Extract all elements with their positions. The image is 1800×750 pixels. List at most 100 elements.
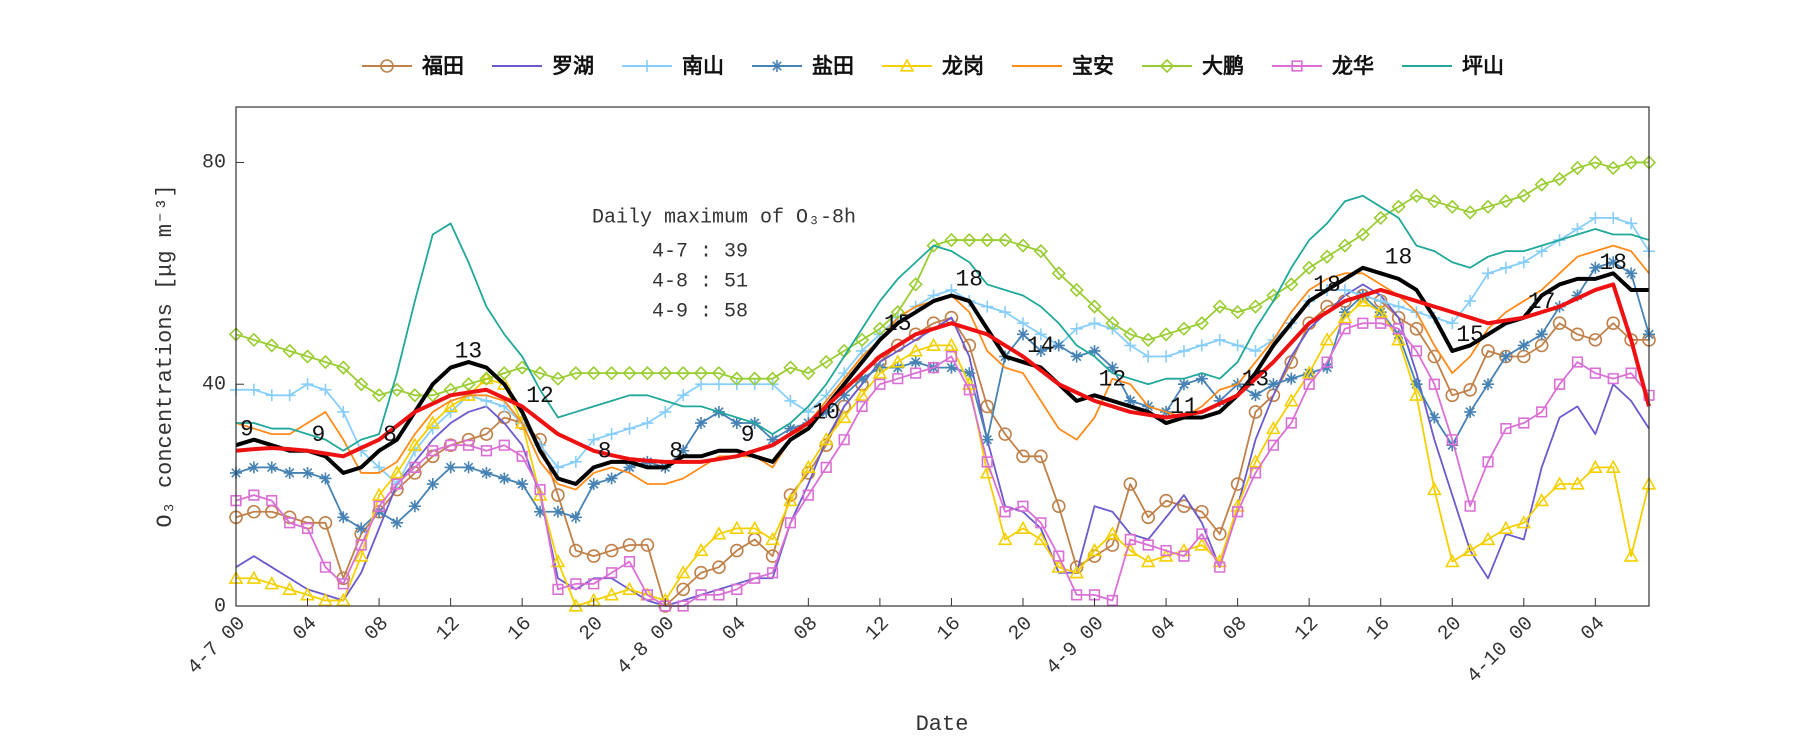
- marker: [569, 543, 583, 558]
- series-line: [235, 261, 1650, 530]
- series-line: [235, 294, 1649, 607]
- marker: [568, 366, 583, 381]
- marker: [318, 354, 333, 370]
- legend-label: 宝安: [1072, 54, 1114, 78]
- point-label: 10: [812, 400, 840, 426]
- marker: [1124, 394, 1137, 407]
- marker: [677, 444, 690, 457]
- marker: [301, 522, 314, 534]
- marker: [1446, 434, 1458, 446]
- marker: [622, 538, 637, 552]
- marker: [1445, 388, 1460, 403]
- marker: [1552, 171, 1567, 187]
- marker: [1588, 155, 1603, 170]
- marker: [1321, 356, 1333, 368]
- x-tick-label: 4-9 00: [1042, 612, 1109, 679]
- marker: [1536, 406, 1548, 418]
- marker: [606, 567, 618, 579]
- marker: [1319, 249, 1335, 264]
- marker: [1427, 194, 1442, 209]
- marker: [926, 337, 941, 352]
- marker: [712, 560, 726, 574]
- marker: [908, 343, 924, 357]
- marker: [1534, 493, 1550, 507]
- marker: [1303, 378, 1315, 390]
- marker: [695, 589, 707, 601]
- marker: [1339, 323, 1351, 335]
- legend-item: 盐田: [752, 54, 854, 78]
- marker: [1291, 60, 1303, 72]
- marker: [550, 553, 566, 568]
- marker: [1106, 594, 1119, 607]
- marker: [248, 489, 260, 501]
- marker: [283, 389, 296, 402]
- marker: [818, 432, 834, 446]
- marker: [836, 409, 852, 424]
- marker: [980, 399, 995, 414]
- marker: [1213, 333, 1226, 346]
- marker: [945, 361, 958, 374]
- marker: [802, 405, 815, 418]
- marker: [373, 461, 386, 474]
- marker: [1052, 339, 1065, 352]
- marker: [283, 466, 296, 479]
- marker: [570, 578, 582, 590]
- x-tick-label: 04: [1148, 612, 1181, 645]
- x-tick-label: 20: [1434, 612, 1467, 645]
- marker: [605, 472, 618, 485]
- marker: [695, 417, 708, 430]
- marker: [729, 371, 744, 386]
- marker: [1375, 317, 1387, 329]
- marker: [1142, 350, 1155, 363]
- marker: [980, 232, 995, 248]
- marker: [1196, 528, 1208, 540]
- marker: [1176, 321, 1192, 336]
- marker: [371, 487, 387, 501]
- marker: [1605, 459, 1621, 473]
- marker: [480, 466, 493, 479]
- marker: [1517, 339, 1530, 352]
- marker: [1498, 194, 1514, 209]
- marker: [1587, 459, 1603, 473]
- point-label: 15: [1456, 322, 1484, 348]
- marker: [1625, 367, 1637, 379]
- point-label: 8: [598, 438, 612, 464]
- marker: [1338, 283, 1351, 296]
- marker: [373, 500, 385, 512]
- marker: [820, 461, 832, 473]
- marker: [999, 306, 1012, 319]
- marker: [443, 398, 458, 412]
- marker: [1462, 542, 1478, 557]
- marker: [1337, 310, 1353, 324]
- marker: [1410, 378, 1423, 391]
- marker: [997, 232, 1013, 248]
- marker: [1357, 317, 1369, 329]
- marker: [890, 305, 905, 320]
- point-label: 13: [1242, 366, 1270, 392]
- marker: [551, 505, 564, 518]
- marker: [675, 565, 691, 579]
- marker: [1518, 417, 1530, 429]
- series-line: [236, 300, 1650, 607]
- marker: [389, 465, 405, 479]
- marker: [534, 483, 546, 496]
- marker: [319, 472, 332, 485]
- marker: [282, 581, 298, 595]
- summary-line: [235, 265, 1649, 487]
- marker: [694, 565, 708, 580]
- legend-label: 福田: [421, 54, 464, 78]
- annotation-line: 4-7 : 39: [652, 240, 748, 263]
- marker: [1480, 199, 1496, 214]
- marker: [1553, 378, 1566, 390]
- marker: [1033, 244, 1049, 259]
- marker: [771, 60, 783, 72]
- marker: [462, 439, 475, 451]
- x-tick-label: 04: [718, 612, 751, 645]
- marker: [1302, 260, 1317, 275]
- marker: [909, 356, 922, 369]
- marker: [981, 433, 994, 446]
- marker: [462, 461, 475, 474]
- marker: [444, 461, 457, 474]
- marker: [246, 570, 262, 584]
- marker: [1409, 387, 1424, 401]
